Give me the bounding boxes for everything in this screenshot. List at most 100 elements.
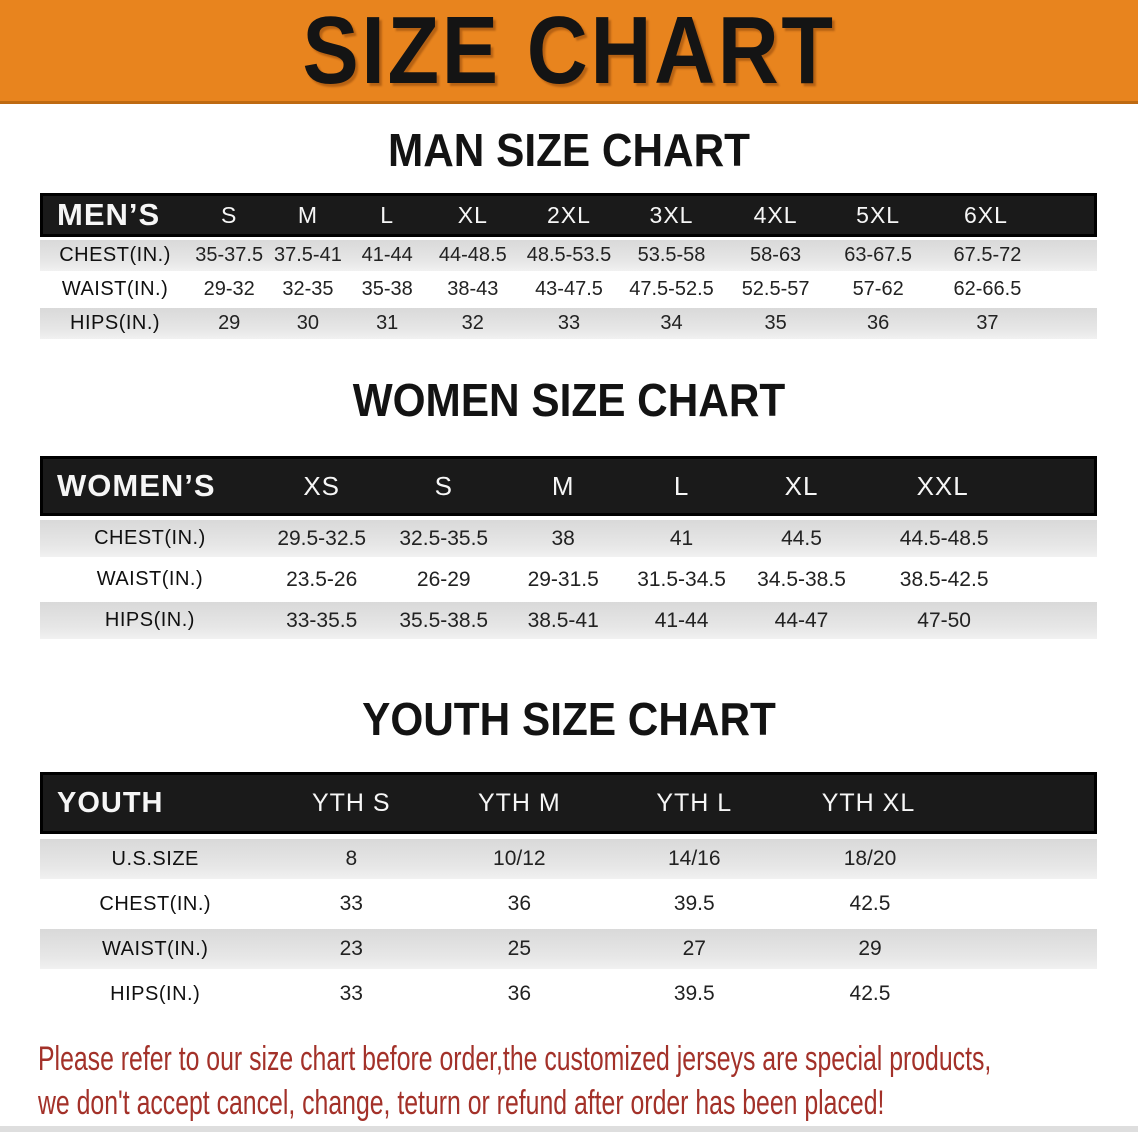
table-corner-label: YOUTH xyxy=(40,772,271,834)
size-chart-title: SIZE CHART xyxy=(302,0,836,104)
size-value: 26-29 xyxy=(383,561,504,598)
size-value: 44-47 xyxy=(740,602,863,639)
size-value: 52.5-57 xyxy=(723,274,828,305)
size-column-header: 6XL xyxy=(928,193,1097,237)
measurement-label: U.S.SIZE xyxy=(40,839,271,879)
table-header-row: WOMEN’S XS S M L XL XXL xyxy=(40,456,1097,516)
table-row: CHEST(IN.) 35-37.5 37.5-41 41-44 44-48.5 48.5… xyxy=(40,240,1097,271)
size-value: 42.5 xyxy=(781,884,1097,924)
size-value: 38-43 xyxy=(426,274,519,305)
table-row: HIPS(IN.) 33 36 39.5 42.5 xyxy=(40,974,1097,1014)
size-value: 33 xyxy=(270,974,433,1014)
measurement-label: HIPS(IN.) xyxy=(40,602,260,639)
size-value: 29 xyxy=(190,308,269,339)
size-value: 43-47.5 xyxy=(518,274,620,305)
size-value: 36 xyxy=(432,974,607,1014)
size-value: 34 xyxy=(619,308,724,339)
size-value: 58-63 xyxy=(723,240,828,271)
size-value: 32 xyxy=(426,308,519,339)
size-value: 33-35.5 xyxy=(259,602,384,639)
size-value: 37.5-41 xyxy=(268,240,348,271)
youth-section-heading: YOUTH SIZE CHART xyxy=(362,693,776,745)
size-column-header: 5XL xyxy=(827,193,929,237)
size-column-header: 4XL xyxy=(723,193,828,237)
size-value: 35 xyxy=(723,308,828,339)
size-column-header: M xyxy=(504,456,623,516)
size-column-header: YTH M xyxy=(432,772,607,834)
size-value: 35.5-38.5 xyxy=(383,602,504,639)
table-row: WAIST(IN.) 29-32 32-35 35-38 38-43 43-47.5 47.… xyxy=(40,274,1097,305)
size-value: 33 xyxy=(270,884,433,924)
size-value: 35-37.5 xyxy=(190,240,269,271)
size-value: 8 xyxy=(270,839,433,879)
measurement-label: WAIST(IN.) xyxy=(40,561,260,598)
men-section: MAN SIZE CHART MEN’S S M L XL 2XL 3XL 4XL 5XL 6XL… xyxy=(0,124,1138,342)
size-value: 25 xyxy=(432,929,607,969)
size-value: 39.5 xyxy=(606,884,782,924)
size-value: 67.5-72 xyxy=(928,240,1097,271)
size-column-header: 2XL xyxy=(518,193,620,237)
size-value: 29-32 xyxy=(190,274,269,305)
size-value: 44.5-48.5 xyxy=(862,520,1097,557)
table-row: WAIST(IN.) 23.5-26 26-29 29-31.5 31.5-34.5 34… xyxy=(40,561,1097,598)
size-value: 42.5 xyxy=(781,974,1097,1014)
measurement-label: WAIST(IN.) xyxy=(40,274,191,305)
size-column-header: XXL xyxy=(862,456,1097,516)
size-column-header: S xyxy=(383,456,504,516)
table-header-row: YOUTH YTH S YTH M YTH L YTH XL xyxy=(40,772,1097,834)
table-row: U.S.SIZE 8 10/12 14/16 18/20 xyxy=(40,839,1097,879)
measurement-label: WAIST(IN.) xyxy=(40,929,271,969)
measurement-label: CHEST(IN.) xyxy=(40,884,271,924)
table-row: HIPS(IN.) 33-35.5 35.5-38.5 38.5-41 41-44 44-… xyxy=(40,602,1097,639)
size-column-header: XL xyxy=(426,193,519,237)
size-value: 27 xyxy=(606,929,782,969)
size-value: 39.5 xyxy=(606,974,782,1014)
youth-size-table-container: YOUTH YTH S YTH M YTH L YTH XL U.S.SIZE 8 10/12… xyxy=(0,767,1138,1019)
table-row: CHEST(IN.) 29.5-32.5 32.5-35.5 38 41 44.5 44.5… xyxy=(40,520,1097,557)
table-header-row: MEN’S S M L XL 2XL 3XL 4XL 5XL 6XL xyxy=(40,193,1097,237)
size-value: 41 xyxy=(622,520,741,557)
size-value: 32-35 xyxy=(268,274,348,305)
size-column-header: L xyxy=(347,193,427,237)
size-value: 63-67.5 xyxy=(827,240,929,271)
men-size-table: MEN’S S M L XL 2XL 3XL 4XL 5XL 6XL CHEST(IN.) 35-37… xyxy=(40,190,1097,342)
size-value: 23.5-26 xyxy=(259,561,384,598)
measurement-label: HIPS(IN.) xyxy=(40,308,191,339)
measurement-label: HIPS(IN.) xyxy=(40,974,271,1014)
measurement-label: CHEST(IN.) xyxy=(40,240,191,271)
disclaimer-line-1: Please refer to our size chart before or… xyxy=(38,1040,992,1078)
women-section-heading: WOMEN SIZE CHART xyxy=(352,374,786,426)
size-value: 41-44 xyxy=(347,240,427,271)
size-column-header: 3XL xyxy=(619,193,724,237)
size-value: 62-66.5 xyxy=(928,274,1097,305)
size-value: 23 xyxy=(270,929,433,969)
size-column-header: S xyxy=(190,193,269,237)
size-value: 31 xyxy=(347,308,427,339)
size-value: 38.5-42.5 xyxy=(862,561,1097,598)
size-column-header: YTH S xyxy=(270,772,433,834)
size-value: 57-62 xyxy=(827,274,929,305)
men-size-table-container: MEN’S S M L XL 2XL 3XL 4XL 5XL 6XL CHEST(IN.) 35-37… xyxy=(0,190,1138,342)
size-column-header: XS xyxy=(259,456,384,516)
disclaimer: Please refer to our size chart before or… xyxy=(38,1037,992,1125)
size-column-header: YTH XL xyxy=(781,772,1097,834)
size-value: 47.5-52.5 xyxy=(619,274,724,305)
size-value: 29.5-32.5 xyxy=(259,520,384,557)
bottom-edge-strip xyxy=(0,1126,1138,1132)
size-value: 38.5-41 xyxy=(504,602,623,639)
size-column-header: L xyxy=(622,456,741,516)
size-value: 30 xyxy=(268,308,348,339)
size-value: 37 xyxy=(928,308,1097,339)
women-size-table-container: WOMEN’S XS S M L XL XXL CHEST(IN.) 29.5-32.5 32.5… xyxy=(0,452,1138,643)
size-value: 44.5 xyxy=(740,520,863,557)
size-column-header: YTH L xyxy=(606,772,782,834)
size-value: 14/16 xyxy=(606,839,782,879)
women-size-table: WOMEN’S XS S M L XL XXL CHEST(IN.) 29.5-32.5 32.5… xyxy=(40,452,1097,643)
size-value: 35-38 xyxy=(347,274,427,305)
size-value: 41-44 xyxy=(622,602,741,639)
size-value: 36 xyxy=(432,884,607,924)
size-value: 44-48.5 xyxy=(426,240,519,271)
table-corner-label: WOMEN’S xyxy=(40,456,260,516)
men-section-heading: MAN SIZE CHART xyxy=(387,124,751,176)
table-row: WAIST(IN.) 23 25 27 29 xyxy=(40,929,1097,969)
